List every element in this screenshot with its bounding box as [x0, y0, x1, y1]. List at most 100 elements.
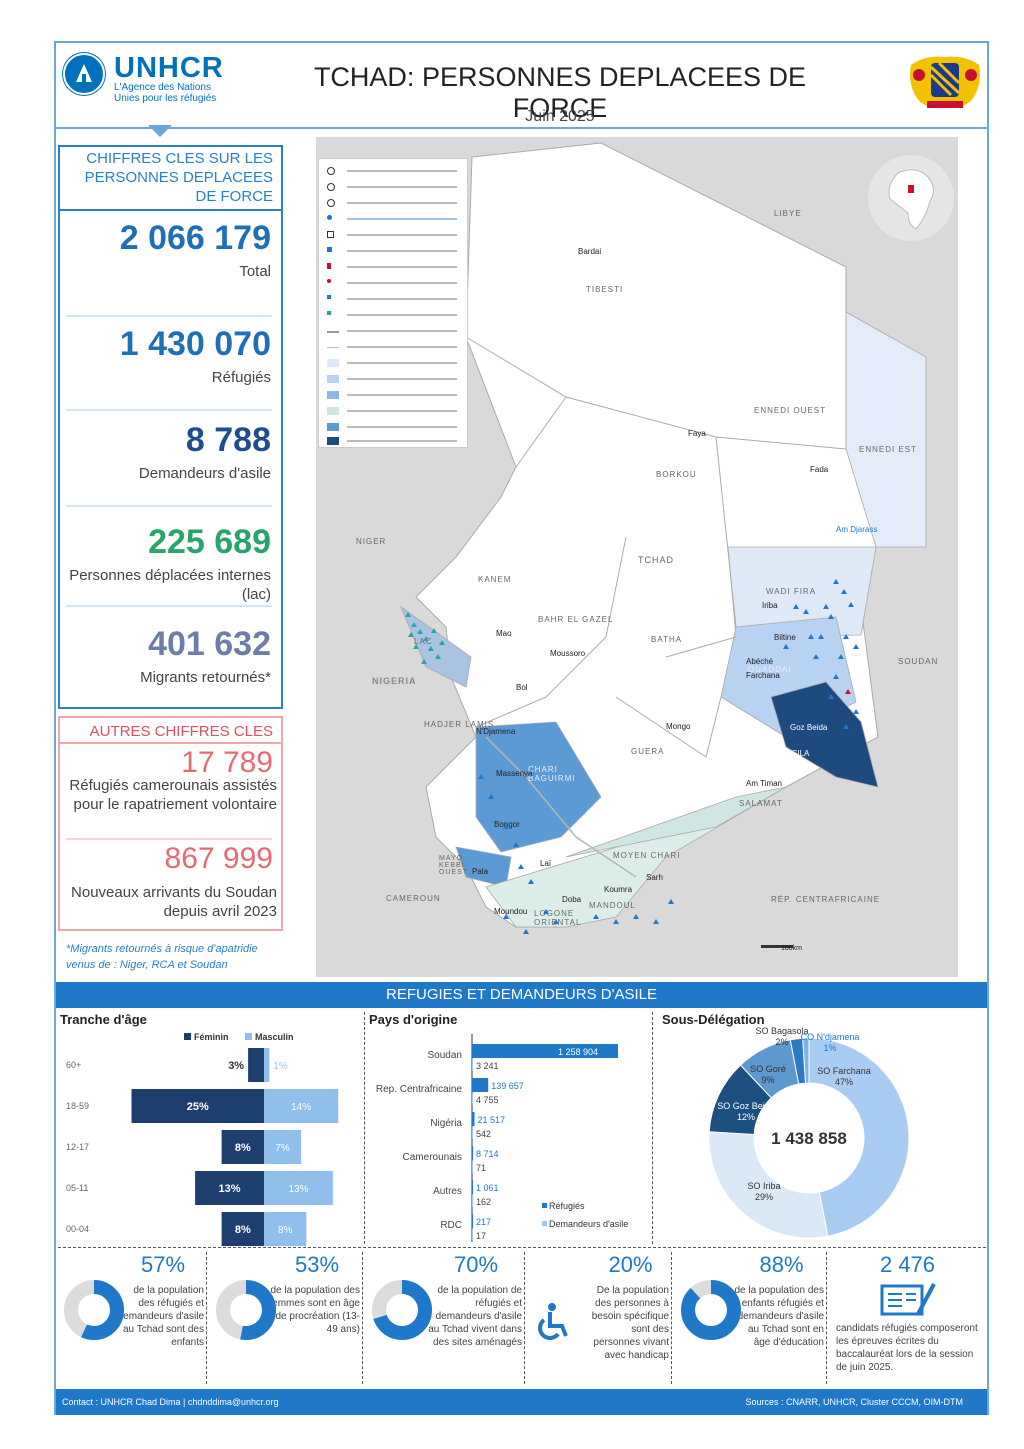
- camp-marker: [793, 604, 799, 609]
- camp-marker: [405, 612, 411, 617]
- key-figures-heading: CHIFFRES CLES SUR LES PERSONNES DEPLACEE…: [60, 147, 281, 211]
- camp-marker: [633, 914, 639, 919]
- stat-text: de la population des femmes sont en âge …: [269, 1285, 360, 1335]
- city-label: Fada: [810, 465, 829, 474]
- footer-sources: Sources : CNARR, UNHCR, Cluster CCCM, OI…: [745, 1397, 963, 1407]
- camp-marker: [488, 794, 494, 799]
- camp-marker: [845, 689, 851, 694]
- bar-female: [248, 1048, 264, 1082]
- footer: Contact : UNHCR Chad Dima | chdnddima@un…: [56, 1389, 987, 1415]
- bar-label: 7%: [275, 1143, 290, 1154]
- map-label-region: BAHR EL GAZEL: [538, 615, 614, 624]
- bar-label: 17: [476, 1231, 486, 1241]
- donut-label: SO Bagasola 2%: [755, 1026, 808, 1047]
- key-figure-label: Réfugiés: [211, 369, 271, 386]
- camp-marker: [823, 604, 829, 609]
- camp-marker: [613, 919, 619, 924]
- bar-male: [264, 1089, 339, 1123]
- origin-bar-chart: Réfugiés Demandeurs d'asile Soudan 1 258 …: [376, 1034, 628, 1242]
- camp-marker: [841, 589, 847, 594]
- bar-label: 13%: [288, 1184, 308, 1195]
- key-figure-asylum-seekers: 8 788 Demandeurs d'asile: [66, 421, 271, 483]
- map-label-country: LIBYE: [774, 209, 802, 218]
- camp-marker: [417, 629, 423, 634]
- map-label-region: OUADDAI: [748, 665, 792, 674]
- map-label-country: SOUDAN: [898, 657, 939, 666]
- camp-marker: [413, 644, 419, 649]
- camp-marker: [833, 579, 839, 584]
- page-title: TCHAD: PERSONNES DEPLACEES DE FORCE: [313, 62, 807, 123]
- bar-refugees: [472, 1044, 618, 1058]
- key-figure-label: Personnes déplacées internes (lac): [69, 567, 271, 603]
- bar-label: 71: [476, 1163, 486, 1173]
- bar-asylum: [472, 1229, 473, 1241]
- map-label-region: MANDOUL: [589, 901, 637, 910]
- origin-tick-label: Autres: [433, 1186, 462, 1197]
- map-legend: [318, 158, 468, 448]
- camp-marker: [439, 640, 445, 645]
- key-figure-returnees: 401 632 Migrants retournés*: [66, 625, 271, 687]
- bar-male: [264, 1212, 307, 1246]
- camp-marker: [818, 634, 824, 639]
- city-label: Mao: [496, 629, 512, 638]
- stat-value: 70%: [453, 1252, 499, 1277]
- donut-label: SO Iriba 29%: [747, 1181, 780, 1202]
- city-label: Koumra: [604, 885, 633, 894]
- city-label: Farchana: [746, 671, 780, 680]
- key-figure-label: Demandeurs d'asile: [138, 465, 271, 482]
- stat-text: de la population des enfants réfugiés et…: [734, 1285, 824, 1348]
- legend-m-label: Masculin: [255, 1032, 294, 1042]
- other-figure-label: Réfugiés camerounais assistés pour le ra…: [69, 777, 277, 813]
- bar-label: 3%: [228, 1060, 244, 1072]
- map-label-country: RÉP. CENTRAFRICAINE: [771, 895, 881, 904]
- camp-marker: [553, 919, 559, 924]
- donut-slice: [808, 1037, 910, 1237]
- bar-female: [221, 1212, 264, 1246]
- age-tick-label: 12-17: [66, 1142, 89, 1152]
- stat-text: De la population des personnes à besoin …: [591, 1285, 669, 1361]
- bar-asylum: [472, 1059, 473, 1071]
- origin-tick-label: Rep. Centrafricaine: [376, 1084, 463, 1095]
- inset-globe-icon: [868, 155, 954, 241]
- other-figure-value: 867 999: [164, 842, 273, 875]
- age-tick-label: 00-04: [66, 1224, 89, 1234]
- stat-donut: [681, 1280, 741, 1340]
- key-figure-idps: 225 689 Personnes déplacées internes (la…: [66, 523, 271, 604]
- city-label: Goz Beida: [790, 723, 828, 732]
- stat-value: 57%: [140, 1252, 186, 1277]
- key-figure-total: 2 066 179 Total: [66, 219, 271, 281]
- logo-subtitle-2: Unies pour les réfugiés: [114, 93, 217, 104]
- bar-male: [264, 1130, 302, 1164]
- origin-tick-label: RDC: [440, 1220, 462, 1231]
- divider: [66, 838, 272, 840]
- map-label-region: BORKOU: [656, 470, 697, 479]
- unhcr-emblem-icon: [62, 52, 106, 96]
- city-label: Biltine: [774, 633, 796, 642]
- camp-marker: [843, 724, 849, 729]
- camp-marker: [408, 632, 414, 637]
- city-label: Am Djarass: [836, 525, 878, 534]
- donut-label: SO Goré 9%: [750, 1064, 786, 1085]
- camp-marker: [853, 709, 859, 714]
- delegation-donut-chart: 1 438 858 SO Farchana 47% SO Iriba 29% SO Go…: [708, 1026, 910, 1239]
- bar-label: 8%: [235, 1142, 251, 1154]
- donut-label: SO Farchana 47%: [817, 1066, 871, 1087]
- camp-marker: [503, 914, 509, 919]
- bar-asylum: [472, 1127, 473, 1139]
- bar-label: 8%: [278, 1225, 293, 1236]
- bar-label: 14%: [291, 1102, 311, 1113]
- city-label: Mongo: [666, 722, 691, 731]
- bar-refugees: [472, 1180, 473, 1194]
- camp-marker: [421, 659, 427, 664]
- bar-female: [131, 1089, 264, 1123]
- logo-subtitle: L'Agence des Nations: [114, 82, 211, 93]
- map-label-country: NIGER: [356, 537, 387, 546]
- map-label-region: KANEM: [478, 575, 512, 584]
- stat-value: 53%: [294, 1252, 340, 1277]
- map-label-country: NIGERIA: [372, 676, 417, 686]
- map-canvas: [400, 142, 927, 948]
- city-label: Moussoro: [550, 649, 586, 658]
- divider: [66, 315, 272, 317]
- map-label-region: BATHA: [651, 635, 683, 644]
- bar-label: 8 714: [476, 1149, 499, 1159]
